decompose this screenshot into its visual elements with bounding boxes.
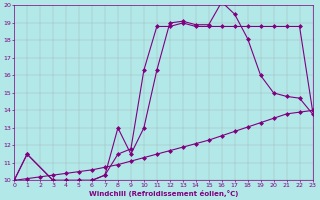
- X-axis label: Windchill (Refroidissement éolien,°C): Windchill (Refroidissement éolien,°C): [89, 190, 238, 197]
